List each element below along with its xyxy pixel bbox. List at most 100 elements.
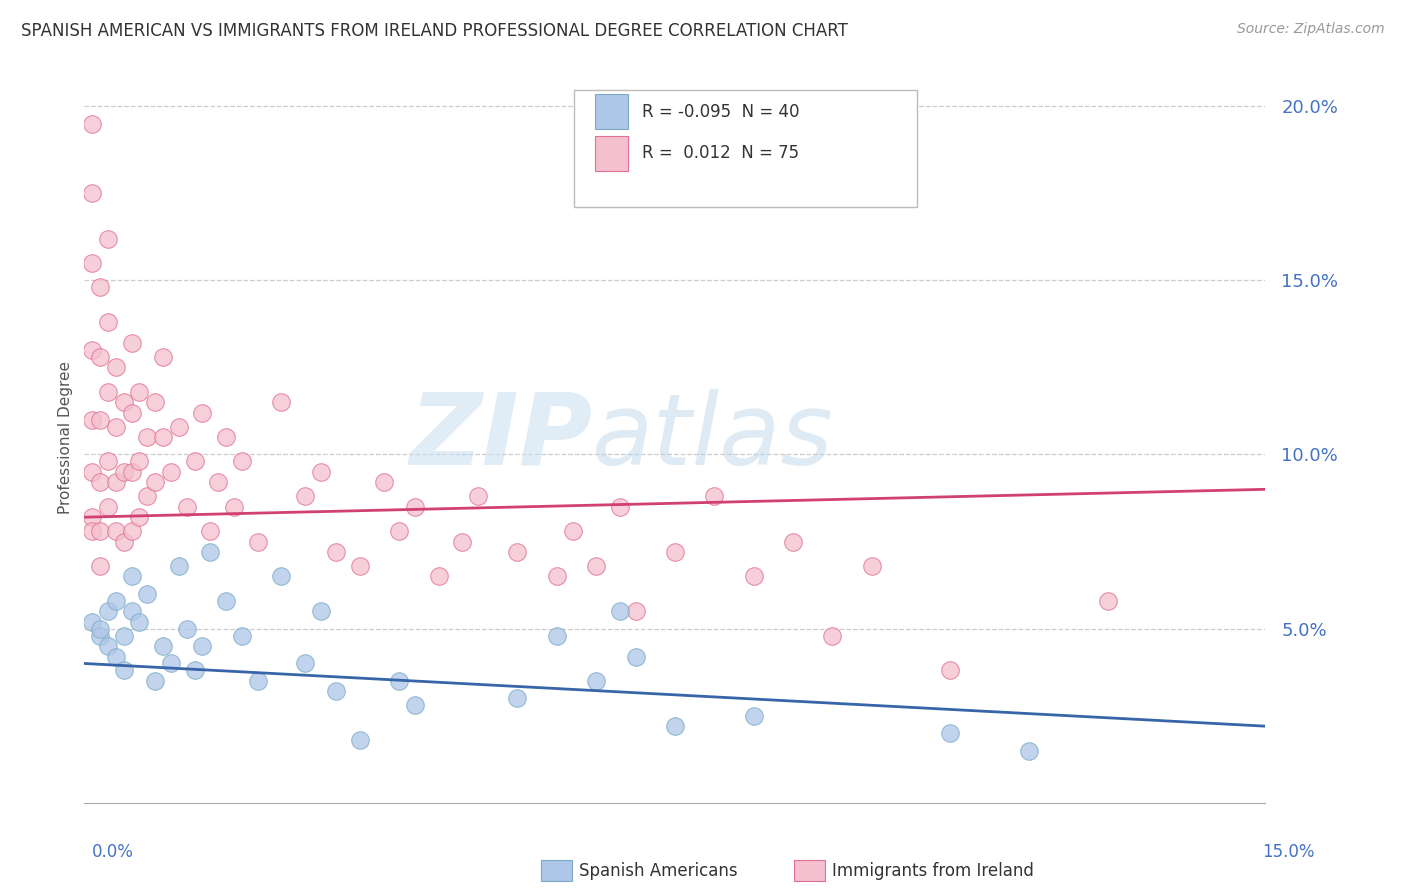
Point xyxy=(939,664,962,678)
Point xyxy=(782,534,804,549)
Point xyxy=(82,256,104,270)
Point xyxy=(89,350,111,364)
Point xyxy=(112,395,135,409)
Point xyxy=(585,558,607,573)
Point xyxy=(506,691,529,706)
Point xyxy=(207,475,229,490)
Point xyxy=(191,406,214,420)
Point xyxy=(546,629,568,643)
Point xyxy=(152,430,174,444)
Point xyxy=(167,419,190,434)
Point xyxy=(112,465,135,479)
Point xyxy=(349,558,371,573)
Text: Immigrants from Ireland: Immigrants from Ireland xyxy=(832,862,1035,880)
Point xyxy=(121,406,143,420)
Point xyxy=(176,622,198,636)
Point xyxy=(82,524,104,538)
Point xyxy=(294,657,316,671)
Point xyxy=(939,726,962,740)
Point xyxy=(82,117,104,131)
Point xyxy=(609,604,631,618)
Point xyxy=(624,604,647,618)
FancyBboxPatch shape xyxy=(575,90,917,207)
Point xyxy=(561,524,583,538)
Text: R =  0.012  N = 75: R = 0.012 N = 75 xyxy=(641,145,799,162)
Point xyxy=(585,673,607,688)
Point xyxy=(222,500,245,514)
Point xyxy=(624,649,647,664)
Point xyxy=(294,489,316,503)
Point xyxy=(167,558,190,573)
Point xyxy=(200,524,222,538)
Point xyxy=(128,615,150,629)
Point xyxy=(112,629,135,643)
Point xyxy=(104,475,127,490)
Point xyxy=(325,684,347,698)
Point xyxy=(160,465,183,479)
Point xyxy=(128,510,150,524)
Point xyxy=(97,315,120,329)
Point xyxy=(121,465,143,479)
Point xyxy=(82,412,104,426)
Text: atlas: atlas xyxy=(592,389,834,485)
Point xyxy=(388,524,411,538)
Point xyxy=(104,419,127,434)
Point xyxy=(152,350,174,364)
Point xyxy=(136,489,159,503)
Point xyxy=(325,545,347,559)
Point xyxy=(703,489,725,503)
Text: 0.0%: 0.0% xyxy=(91,843,134,861)
Point xyxy=(97,384,120,399)
Point xyxy=(89,475,111,490)
Point xyxy=(97,639,120,653)
Point xyxy=(246,534,269,549)
Point xyxy=(467,489,489,503)
Text: ZIP: ZIP xyxy=(409,389,592,485)
Text: Source: ZipAtlas.com: Source: ZipAtlas.com xyxy=(1237,22,1385,37)
Point xyxy=(104,649,127,664)
Point xyxy=(121,524,143,538)
Point xyxy=(270,395,292,409)
Y-axis label: Professional Degree: Professional Degree xyxy=(58,360,73,514)
Point xyxy=(89,629,111,643)
Text: Spanish Americans: Spanish Americans xyxy=(579,862,738,880)
Point xyxy=(821,629,844,643)
Point xyxy=(388,673,411,688)
Point xyxy=(183,664,205,678)
Point xyxy=(191,639,214,653)
Point xyxy=(664,545,686,559)
Point xyxy=(136,430,159,444)
Point xyxy=(89,280,111,294)
Point xyxy=(128,384,150,399)
Point xyxy=(136,587,159,601)
Point xyxy=(97,231,120,245)
Point xyxy=(112,664,135,678)
Point xyxy=(152,639,174,653)
Point xyxy=(309,604,332,618)
Point xyxy=(404,500,426,514)
Point xyxy=(183,454,205,468)
Point xyxy=(89,558,111,573)
Point xyxy=(97,500,120,514)
Point xyxy=(160,657,183,671)
Point xyxy=(104,524,127,538)
Point xyxy=(121,336,143,351)
Point xyxy=(112,534,135,549)
Point xyxy=(451,534,474,549)
Point xyxy=(121,604,143,618)
Point xyxy=(609,500,631,514)
Point xyxy=(143,673,166,688)
Point xyxy=(373,475,395,490)
Point xyxy=(104,360,127,375)
Point xyxy=(82,186,104,201)
Point xyxy=(82,343,104,357)
Point xyxy=(128,454,150,468)
Point xyxy=(246,673,269,688)
Point xyxy=(742,569,765,583)
Point xyxy=(546,569,568,583)
Point xyxy=(1097,594,1119,608)
FancyBboxPatch shape xyxy=(595,94,627,129)
Point xyxy=(231,454,253,468)
Point xyxy=(143,395,166,409)
Point xyxy=(215,594,238,608)
